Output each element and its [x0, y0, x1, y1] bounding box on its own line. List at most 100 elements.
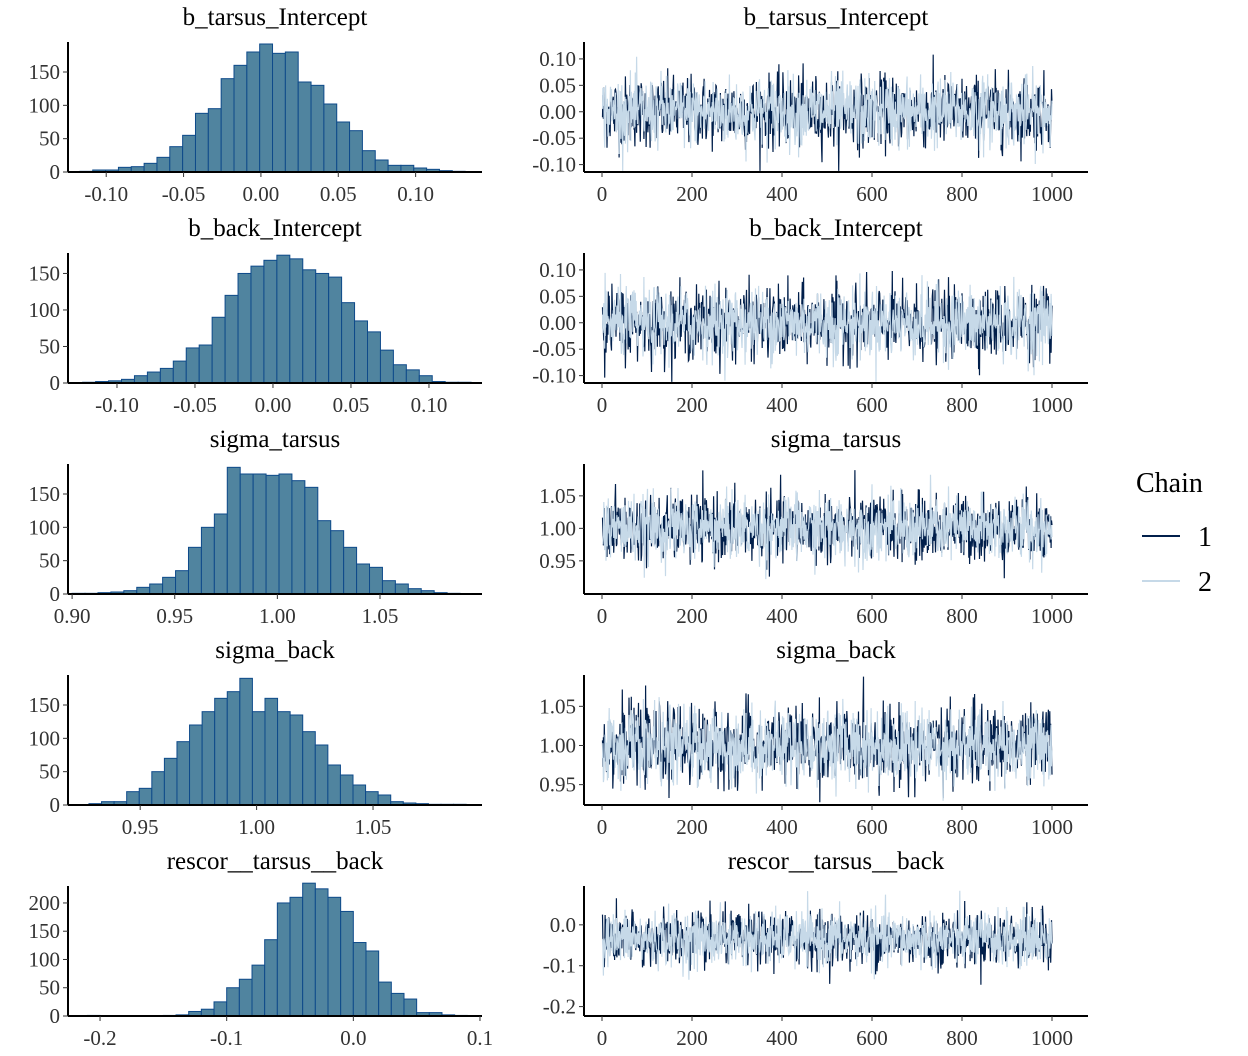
histogram-bar [213, 513, 228, 595]
histogram-bar [239, 473, 254, 595]
x-tick-label: 200 [676, 182, 708, 206]
y-tick-label: 1.05 [539, 484, 576, 508]
y-tick-label: 0.00 [539, 311, 576, 335]
histogram-bar [162, 576, 177, 595]
y-tick-label: 0.05 [539, 284, 576, 308]
x-tick-label: 400 [766, 604, 798, 628]
histogram-bar [200, 526, 215, 595]
histogram-bar [201, 711, 216, 806]
y-tick-label: 100 [29, 947, 61, 971]
panel-title: rescor__tarsus__back [167, 848, 384, 875]
histogram-bar [394, 583, 409, 595]
trace-panel-rescor__tarsus__back: rescor__tarsus__back 0 200 400 600 800 1000 0.0… [543, 848, 1088, 1050]
x-tick-label: 0.10 [397, 182, 434, 206]
y-tick-label: 50 [39, 976, 60, 1000]
histogram-bar [278, 473, 293, 595]
x-tick-label: -0.05 [173, 393, 217, 417]
histogram-bar [327, 896, 342, 1017]
x-tick-label: -0.1 [210, 1026, 243, 1050]
x-tick-label: 1000 [1031, 815, 1073, 839]
histogram-bar [264, 697, 279, 806]
histogram-bar [220, 78, 235, 173]
x-tick-label: 0.90 [54, 604, 91, 628]
legend: Chain 1 2 [1136, 468, 1212, 598]
histogram-panel-rescor__tarsus__back: rescor__tarsus__back -0.2 -0.1 0.0 0.1 0 50 100… [29, 848, 494, 1050]
x-tick-label: 0 [597, 604, 608, 628]
x-tick-label: -0.05 [162, 182, 206, 206]
panel-title: b_tarsus_Intercept [744, 4, 929, 31]
x-tick-label: 0.0 [340, 1026, 366, 1050]
y-tick-label: 150 [29, 693, 61, 717]
histogram-bar [339, 774, 354, 806]
histogram-bar [277, 711, 291, 806]
histogram-bar [265, 474, 280, 595]
y-tick-label: -0.1 [543, 954, 576, 978]
histogram-bar [250, 265, 265, 384]
x-tick-label: 800 [946, 1026, 978, 1050]
histogram-bar [341, 302, 356, 384]
y-tick-label: 0 [50, 793, 61, 817]
histogram-bar [369, 566, 383, 595]
y-tick-label: 150 [29, 60, 61, 84]
x-tick-label: 0.95 [156, 604, 193, 628]
x-tick-label: 200 [676, 604, 708, 628]
histogram-bar [302, 882, 316, 1017]
histogram-bar [272, 52, 286, 173]
legend-title: Chain [1136, 468, 1203, 499]
trace-panel-sigma_tarsus: sigma_tarsus 0 200 400 600 800 1000 1.05 1.00 0.9… [539, 426, 1088, 628]
histogram-bar [379, 349, 394, 384]
histogram-bar [246, 51, 261, 173]
x-tick-label: 0.05 [320, 182, 357, 206]
y-tick-label: -0.05 [532, 126, 576, 150]
histogram-bar [276, 902, 291, 1017]
histogram-bar [317, 520, 332, 595]
histogram-bar [143, 162, 158, 173]
histogram-bar [302, 269, 317, 384]
y-tick-label: 50 [39, 334, 60, 358]
legend-label-chain-1: 1 [1198, 522, 1212, 553]
histogram-bar [237, 272, 252, 384]
histogram-bar [291, 480, 306, 595]
y-tick-label: 0.00 [539, 100, 576, 124]
histogram-bar [226, 466, 241, 595]
histogram-bar [176, 741, 191, 806]
histogram-bar [381, 580, 396, 595]
histogram-bar [330, 530, 345, 595]
histogram-bar [356, 563, 371, 595]
x-tick-label: -0.10 [95, 393, 139, 417]
x-tick-label: 0 [597, 1026, 608, 1050]
histogram-bar [133, 375, 148, 384]
histogram-bar [211, 316, 226, 384]
histogram-bar [185, 347, 200, 384]
y-tick-label: 100 [29, 298, 61, 322]
x-tick-label: 600 [856, 604, 888, 628]
histogram-bar [352, 942, 367, 1017]
histogram-bar [403, 998, 418, 1017]
y-tick-label: 0.95 [539, 549, 576, 573]
y-tick-label: -0.2 [543, 995, 576, 1019]
y-tick-label: -0.10 [532, 153, 576, 177]
x-tick-label: 1.05 [355, 815, 392, 839]
trace-line-chain-2 [602, 474, 1053, 580]
histogram-bar [390, 992, 405, 1017]
histogram-bar [226, 987, 240, 1017]
x-tick-label: 0.1 [467, 1026, 493, 1050]
trace-line-chain-2 [601, 697, 1053, 801]
histogram-bar [169, 146, 184, 173]
histogram-bar [263, 259, 278, 384]
histogram-bar [126, 791, 140, 806]
x-tick-label: 0.05 [333, 393, 370, 417]
x-tick-label: 1000 [1031, 604, 1073, 628]
y-tick-label: 100 [29, 726, 61, 750]
histogram-bar [156, 156, 171, 173]
histogram-bar [172, 360, 187, 384]
histogram-bar [200, 1008, 215, 1017]
x-tick-label: 1.05 [362, 604, 399, 628]
y-tick-label: 0 [50, 582, 61, 606]
histogram-bar [340, 910, 354, 1017]
trace-panel-sigma_back: sigma_back 0 200 400 600 800 1000 1.05 1.00 0.95 [539, 637, 1088, 839]
histogram-bar [343, 546, 358, 595]
histogram-bar [251, 711, 266, 806]
histogram-bar [323, 103, 338, 173]
